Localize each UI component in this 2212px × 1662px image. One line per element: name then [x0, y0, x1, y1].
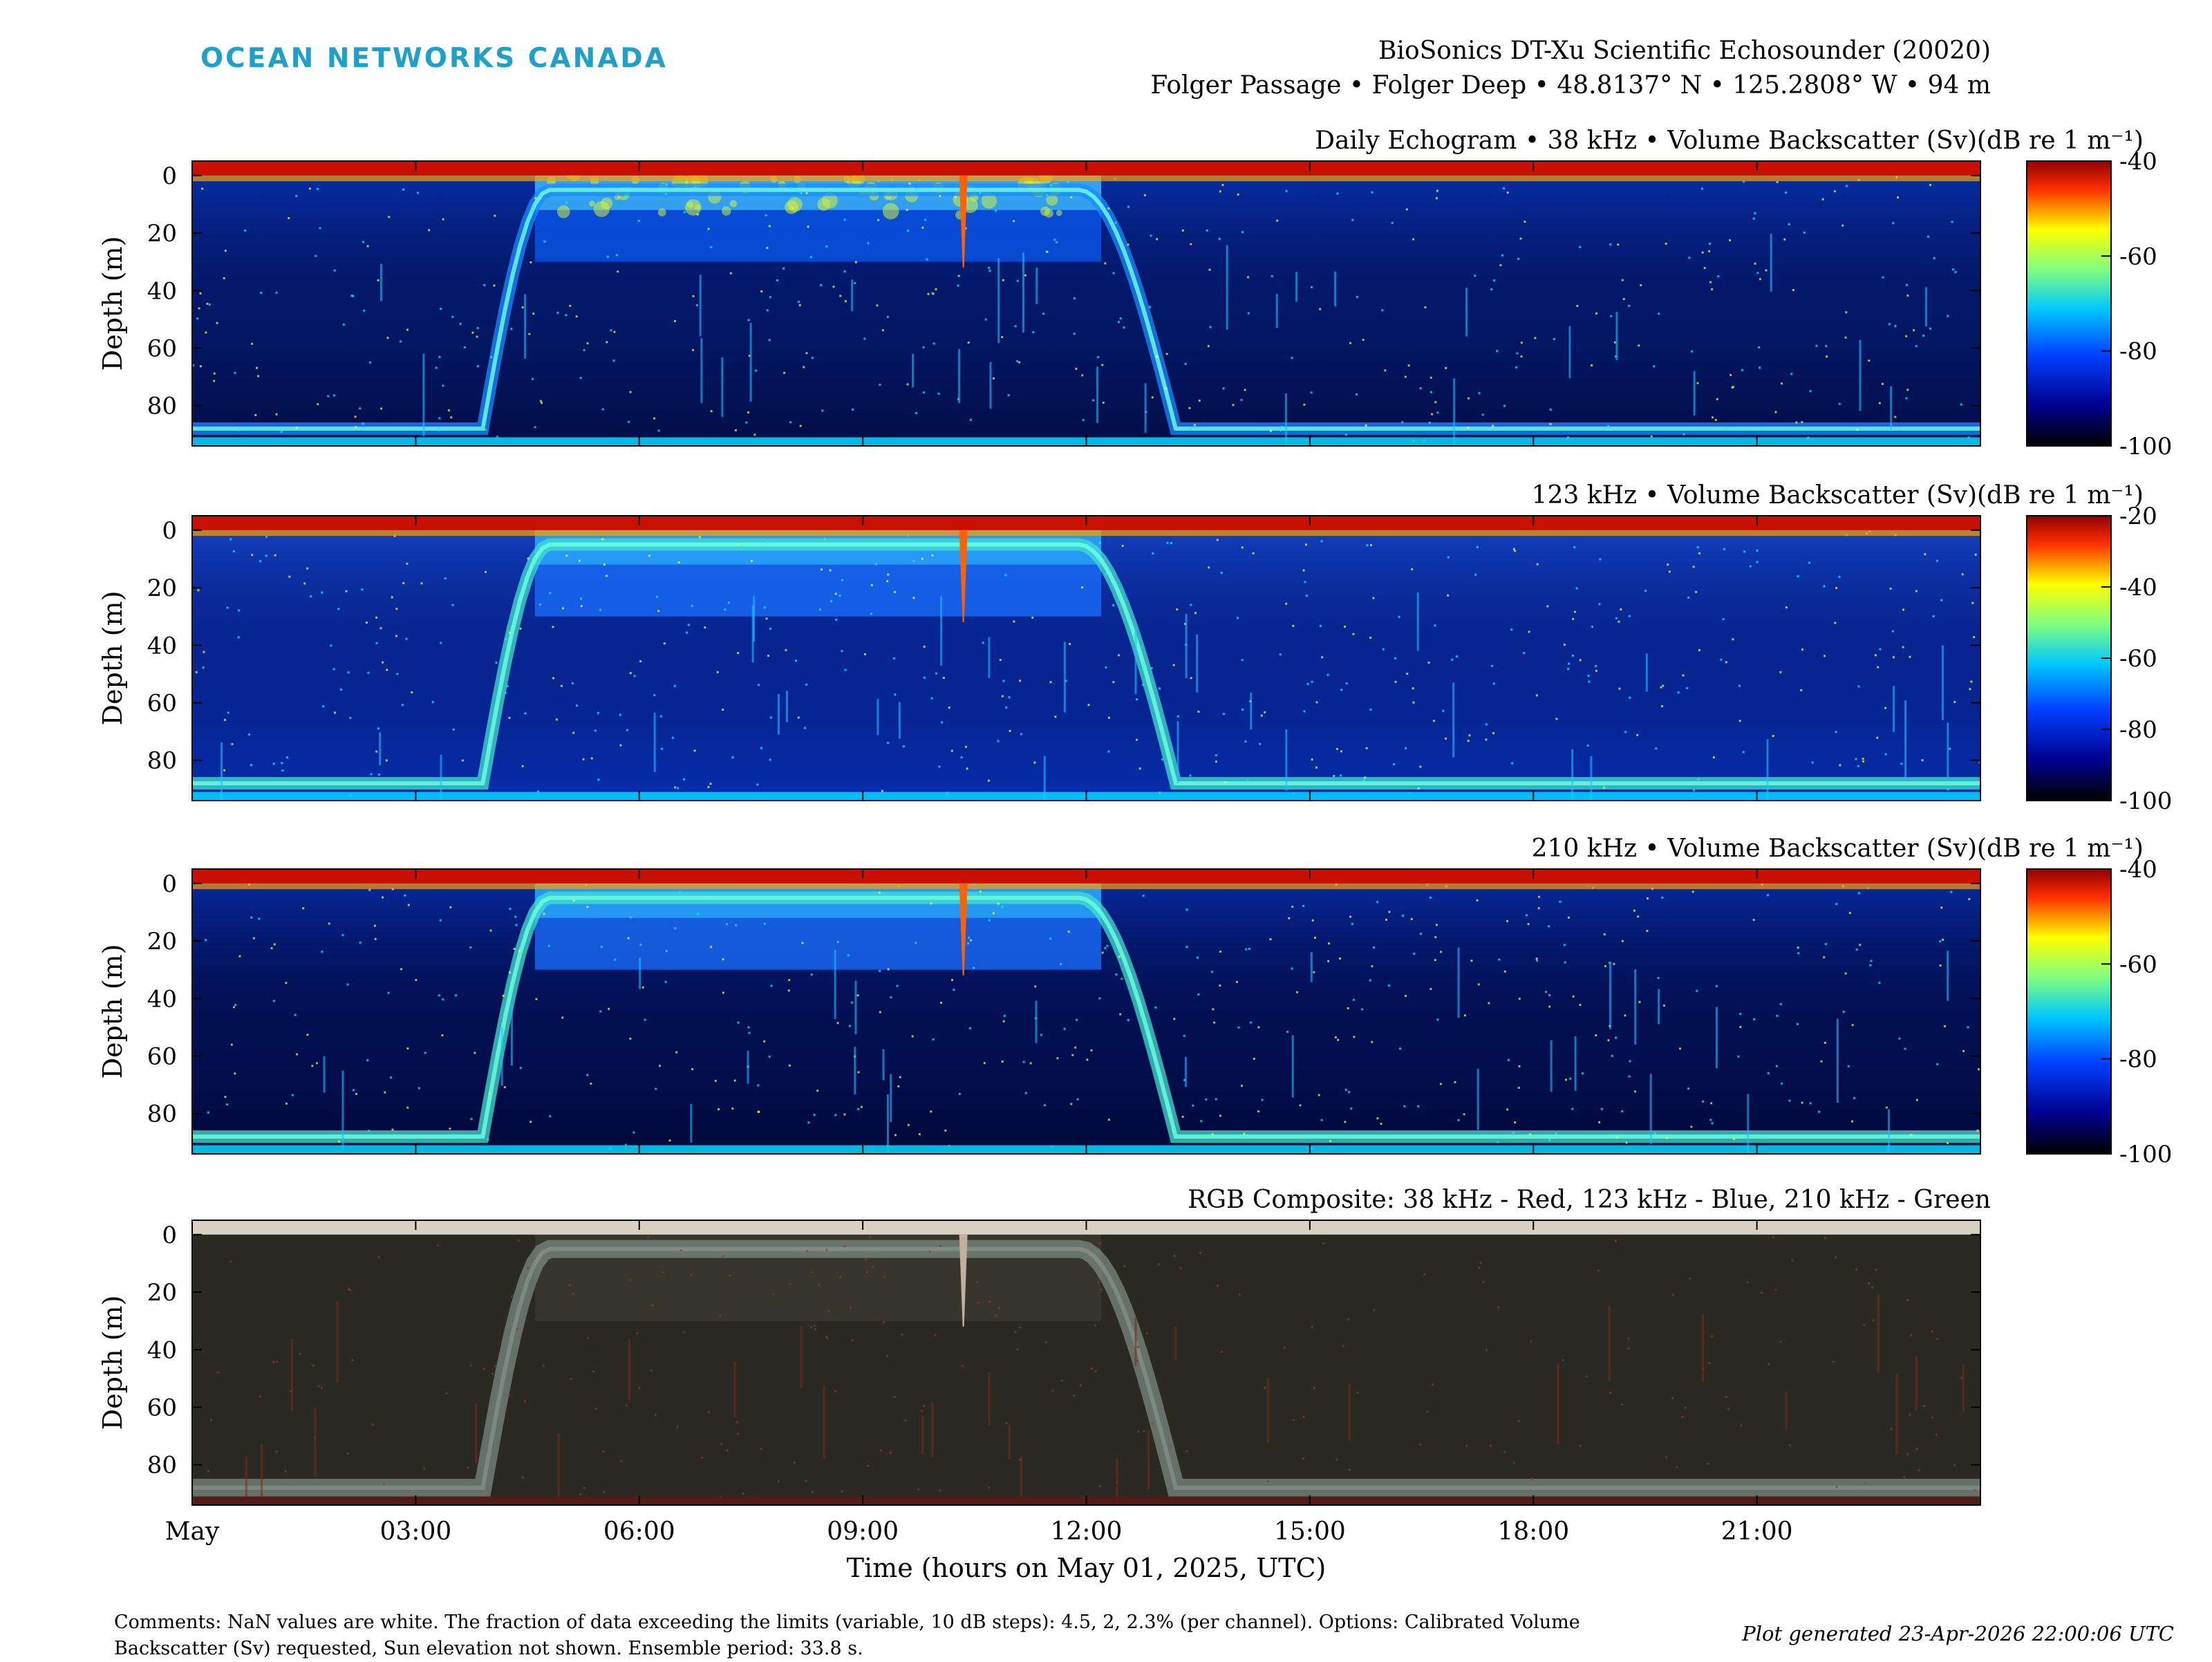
y-tick-label: 40: [147, 277, 177, 305]
colorbar-tick-label: -40: [2119, 148, 2157, 176]
y-axis-label: Depth (m): [97, 944, 128, 1079]
y-tick-label: 80: [147, 747, 177, 775]
y-axis-label: Depth (m): [97, 591, 128, 726]
x-tick-label: 15:00: [1274, 1518, 1346, 1546]
instrument-title: BioSonics DT-Xu Scientific Echosounder (…: [1378, 37, 1991, 65]
plot-generated-stamp: Plot generated 23-Apr-2026 22:00:06 UTC: [1742, 1622, 2174, 1645]
x-tick-label: 06:00: [603, 1518, 675, 1546]
x-tick-label: 09:00: [827, 1518, 899, 1546]
panel-title: Daily Echogram • 38 kHz • Volume Backsca…: [1315, 127, 1977, 155]
x-tick-label: 21:00: [1721, 1518, 1793, 1546]
echogram-image: [192, 869, 1980, 1154]
echogram-panel-1: 0 20 40 60 80 Depth (m) Daily Echogram • 38 kH…: [97, 127, 2172, 460]
colorbar-tick-label: -40: [2119, 856, 2157, 884]
colorbar-tick-label: -60: [2119, 243, 2157, 270]
comments-text: Comments: NaN values are white. The frac…: [114, 1612, 1580, 1659]
y-axis-label: Depth (m): [97, 1296, 128, 1430]
colorbar-tick-label: -100: [2119, 787, 2172, 815]
x-tick-label: May: [165, 1518, 220, 1546]
echogram-image: [192, 516, 1980, 801]
colorbar: -20 -40 -60 -80 -100 (dB re 1 m⁻¹): [1977, 481, 2172, 815]
figure-header: BioSonics DT-Xu Scientific Echosounder (…: [1150, 37, 1991, 100]
panel-title: 210 kHz • Volume Backscatter (Sv): [1532, 834, 1977, 863]
y-tick-label: 60: [147, 1043, 177, 1071]
y-axis-label: Depth (m): [97, 236, 128, 371]
onc-logo: OCEAN NETWORKS CANADA: [200, 43, 668, 74]
colorbar-tick-label: -60: [2119, 951, 2157, 978]
y-tick-label: 0: [162, 1222, 177, 1249]
colorbar-tick-label: -80: [2119, 716, 2157, 744]
y-tick-label: 80: [147, 393, 177, 420]
panel-title: 123 kHz • Volume Backscatter (Sv): [1532, 481, 1977, 510]
echogram-panel-4: 0 20 40 60 80 Depth (m) RGB Composite: 38 kHz …: [97, 1186, 1991, 1506]
colorbar-tick-label: -80: [2119, 1046, 2157, 1074]
panel-title: RGB Composite: 38 kHz - Red, 123 kHz - B…: [1188, 1186, 1991, 1214]
colorbar: -40 -60 -80 -100 (dB re 1 m⁻¹): [1977, 127, 2172, 460]
location-line: Folger Passage • Folger Deep • 48.8137° …: [1150, 71, 1991, 100]
y-tick-label: 0: [162, 870, 177, 898]
y-tick-label: 60: [147, 690, 177, 718]
y-tick-label: 80: [147, 1452, 177, 1479]
y-tick-label: 80: [147, 1101, 177, 1128]
colorbar-unit: (dB re 1 m⁻¹): [1977, 127, 2144, 155]
echogram-panel-3: 0 20 40 60 80 Depth (m) 210 kHz • Volume Backs…: [97, 834, 2172, 1168]
colorbar-tick-label: -100: [2119, 1141, 2172, 1168]
x-tick-label: 18:00: [1497, 1518, 1569, 1546]
y-tick-label: 20: [147, 928, 177, 955]
y-tick-label: 40: [147, 632, 177, 660]
colorbar-tick-label: -100: [2119, 433, 2172, 460]
y-tick-label: 20: [147, 1279, 177, 1307]
y-tick-label: 40: [147, 985, 177, 1013]
time-axis: May 03:00 06:00 09:00 12:00 15:00 18:00 21:00 Ti…: [165, 1518, 1793, 1583]
echogram-image: [192, 1220, 1980, 1505]
echogram-image: [192, 161, 1980, 446]
colorbar-tick-label: -40: [2119, 574, 2157, 601]
colorbar-tick-label: -20: [2119, 503, 2157, 530]
y-tick-label: 0: [162, 162, 177, 190]
colorbar-unit: (dB re 1 m⁻¹): [1977, 834, 2144, 863]
x-tick-label: 12:00: [1051, 1518, 1123, 1546]
x-tick-label: 03:00: [380, 1518, 452, 1546]
colorbar: -40 -60 -80 -100 (dB re 1 m⁻¹): [1977, 834, 2172, 1168]
y-tick-label: 60: [147, 1394, 177, 1422]
y-tick-label: 20: [147, 575, 177, 602]
x-axis-label: Time (hours on May 01, 2025, UTC): [847, 1553, 1327, 1583]
y-tick-label: 40: [147, 1336, 177, 1364]
y-tick-label: 20: [147, 220, 177, 248]
colorbar-unit: (dB re 1 m⁻¹): [1977, 481, 2144, 510]
colorbar-tick-label: -60: [2119, 645, 2157, 673]
y-tick-label: 60: [147, 335, 177, 363]
echogram-panel-2: 0 20 40 60 80 Depth (m) 123 kHz • Volume Backs…: [97, 481, 2172, 815]
y-tick-label: 0: [162, 517, 177, 545]
colorbar-tick-label: -80: [2119, 338, 2157, 366]
